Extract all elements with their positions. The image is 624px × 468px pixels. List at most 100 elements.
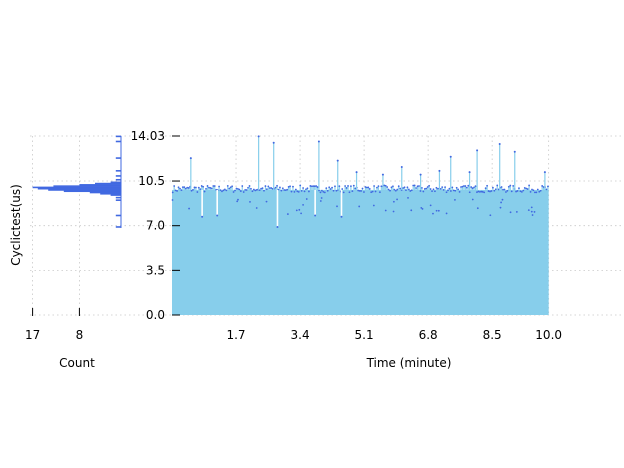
point-marker bbox=[376, 186, 378, 189]
point-marker bbox=[293, 190, 296, 193]
point-marker bbox=[237, 198, 239, 201]
spike-marker bbox=[449, 155, 452, 158]
point-marker bbox=[429, 204, 432, 207]
point-marker bbox=[477, 190, 480, 193]
point-marker bbox=[219, 189, 222, 191]
spike-marker bbox=[381, 173, 384, 176]
point-marker bbox=[541, 185, 544, 187]
point-marker bbox=[341, 188, 344, 190]
y-tick-label: 10.5 bbox=[138, 174, 165, 188]
point-marker bbox=[490, 190, 493, 192]
point-marker bbox=[325, 187, 328, 189]
spike-marker bbox=[201, 215, 204, 218]
point-marker bbox=[465, 186, 468, 189]
point-marker bbox=[244, 188, 247, 191]
point-marker bbox=[396, 188, 399, 191]
point-marker bbox=[344, 185, 347, 187]
point-marker bbox=[545, 188, 548, 191]
spike-marker bbox=[468, 171, 471, 174]
point-marker bbox=[530, 206, 533, 209]
point-marker bbox=[231, 185, 234, 188]
point-marker bbox=[351, 190, 354, 193]
point-marker bbox=[390, 186, 393, 189]
point-marker bbox=[532, 189, 535, 192]
y-axis-label: Cyclictest(us) bbox=[9, 184, 23, 266]
point-marker bbox=[432, 212, 434, 215]
point-marker bbox=[486, 184, 488, 187]
histogram-bar bbox=[110, 181, 121, 184]
point-marker bbox=[410, 189, 413, 192]
point-marker bbox=[234, 189, 236, 192]
y-tick-label: 7.0 bbox=[146, 219, 165, 233]
point-marker bbox=[507, 185, 510, 188]
point-marker bbox=[289, 185, 291, 188]
point-marker bbox=[250, 187, 252, 190]
point-marker bbox=[419, 190, 422, 192]
point-marker bbox=[183, 186, 186, 189]
point-marker bbox=[239, 190, 242, 192]
point-marker bbox=[322, 190, 325, 193]
point-marker bbox=[171, 191, 174, 194]
point-marker bbox=[347, 185, 349, 187]
point-marker bbox=[515, 190, 517, 193]
point-marker bbox=[447, 189, 449, 192]
point-marker bbox=[360, 190, 362, 192]
histogram-bar bbox=[37, 187, 121, 190]
point-marker bbox=[489, 214, 492, 217]
point-marker bbox=[529, 190, 532, 193]
point-marker bbox=[409, 190, 412, 192]
point-marker bbox=[294, 188, 297, 191]
point-marker bbox=[247, 186, 249, 189]
point-marker bbox=[534, 191, 536, 194]
point-marker bbox=[326, 189, 329, 192]
x-tick-label: 3.4 bbox=[291, 328, 310, 342]
point-marker bbox=[209, 187, 212, 189]
point-marker bbox=[473, 186, 475, 189]
point-marker bbox=[523, 186, 526, 189]
point-marker bbox=[377, 185, 380, 188]
point-marker bbox=[522, 189, 525, 192]
histogram-bar bbox=[79, 184, 121, 186]
point-marker bbox=[386, 186, 389, 188]
point-marker bbox=[264, 185, 267, 187]
point-marker bbox=[536, 188, 539, 191]
point-marker bbox=[416, 185, 419, 188]
point-marker bbox=[329, 188, 332, 190]
point-marker bbox=[421, 208, 424, 210]
point-marker bbox=[432, 188, 435, 191]
point-marker bbox=[202, 185, 205, 188]
point-marker bbox=[274, 186, 277, 189]
point-marker bbox=[334, 185, 336, 188]
point-marker bbox=[392, 200, 395, 203]
point-marker bbox=[302, 203, 304, 206]
point-marker bbox=[531, 214, 534, 216]
point-marker bbox=[235, 187, 238, 190]
point-marker bbox=[357, 189, 360, 192]
point-marker bbox=[361, 187, 364, 190]
point-marker bbox=[487, 190, 490, 192]
point-marker bbox=[384, 184, 387, 187]
point-marker bbox=[491, 186, 494, 189]
x-tick-label: 5.1 bbox=[355, 328, 374, 342]
y-tick-label: 0.0 bbox=[146, 308, 165, 322]
point-marker bbox=[520, 190, 523, 193]
point-marker bbox=[527, 209, 530, 212]
spike-marker bbox=[276, 225, 279, 228]
point-marker bbox=[506, 189, 509, 192]
histogram-bar bbox=[115, 175, 121, 177]
histogram-x-axis-label: Count bbox=[59, 356, 95, 370]
point-marker bbox=[237, 187, 239, 190]
point-marker bbox=[444, 186, 446, 189]
point-marker bbox=[425, 187, 428, 190]
point-marker bbox=[464, 185, 467, 187]
point-marker bbox=[439, 187, 442, 190]
histogram-bar bbox=[95, 182, 121, 185]
point-marker bbox=[255, 207, 258, 209]
point-marker bbox=[448, 187, 451, 190]
count-histogram: 17 8 bbox=[25, 135, 122, 342]
point-marker bbox=[436, 187, 439, 190]
point-marker bbox=[226, 184, 229, 187]
point-marker bbox=[249, 200, 251, 203]
point-marker bbox=[387, 188, 390, 191]
spike-marker bbox=[317, 140, 320, 143]
